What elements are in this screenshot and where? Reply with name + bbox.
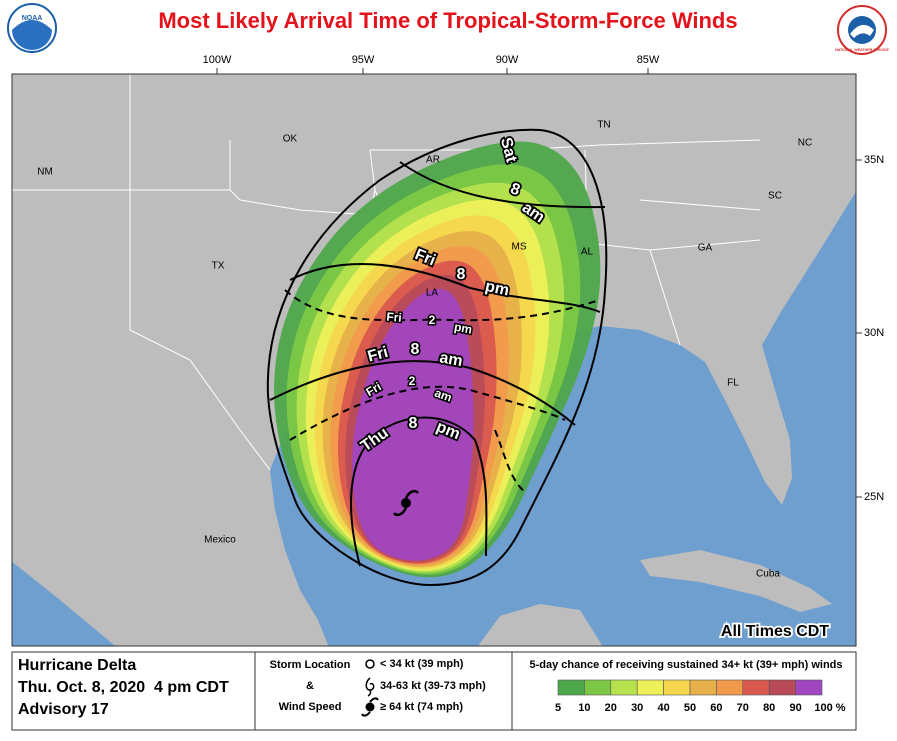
arrival-time-label: am [433, 386, 454, 405]
yucatan [477, 604, 603, 646]
title: Most Likely Arrival Time of Tropical-Sto… [158, 8, 737, 33]
map-area: NM OK AR TN NC SC GA AL MS LA TX FL Mexico Cuba Sat 8 am… [12, 74, 856, 646]
legend-swatch [689, 679, 717, 696]
legend-swatch [795, 679, 823, 696]
issue-time: Thu. Oct. 8, 2020 4 pm CDT [18, 679, 229, 696]
symbol-ts [365, 677, 375, 697]
place-label: GA [698, 243, 713, 254]
place-label: TX [212, 261, 225, 272]
legend-swatch [742, 679, 770, 696]
cuba [640, 550, 832, 612]
arrival-time-label: Fri [386, 310, 403, 325]
legend-label: 30 [631, 702, 643, 714]
pacific-water [12, 561, 116, 646]
time-zone-note: All Times CDT [721, 623, 829, 640]
latitude-label: 35N [864, 154, 884, 166]
noaa-logo: NOAA [7, 3, 57, 53]
latitude-label: 25N [864, 491, 884, 503]
legend-label: 100 % [814, 702, 845, 714]
key-title: Wind Speed [279, 701, 342, 713]
legend-label: 80 [763, 702, 775, 714]
latitude-label: 30N [864, 327, 884, 339]
map-frame [11, 73, 857, 647]
key-item: ≥ 64 kt (74 mph) [380, 701, 463, 713]
legend-label: 5 [555, 702, 561, 714]
legend-label: 70 [737, 702, 749, 714]
arrival-time-label: Sat [497, 136, 520, 165]
arrival-time-label: 8 [411, 341, 420, 358]
place-label: Mexico [204, 535, 236, 546]
symbol-weak [365, 659, 375, 669]
key-item: < 34 kt (39 mph) [380, 658, 464, 670]
nws-logo: NATIONAL WEATHER SERVICE [835, 5, 890, 55]
arrival-time-label: 8 [457, 266, 466, 283]
key-title: & [306, 680, 314, 692]
legend-swatch [768, 679, 796, 696]
place-label: LA [426, 288, 439, 299]
symbol-hurricane [361, 697, 379, 717]
place-label: TN [597, 120, 610, 131]
longitude-label: 85W [637, 54, 660, 66]
place-label: FL [727, 378, 739, 389]
legend-label: 50 [684, 702, 696, 714]
longitude-label: 100W [203, 54, 232, 66]
place-label: OK [283, 134, 298, 145]
legend-label: 90 [789, 702, 801, 714]
legend-swatch [557, 679, 585, 696]
arrival-time-label: 2 [429, 313, 436, 327]
place-label: SC [768, 191, 782, 202]
longitude-label: 95W [352, 54, 375, 66]
arrival-time-label: 8 [409, 415, 418, 432]
storm-symbol [392, 489, 420, 517]
legend-label: 10 [578, 702, 590, 714]
place-label: NC [798, 138, 812, 149]
probability-zone [352, 288, 474, 561]
place-label: AR [426, 155, 440, 166]
place-label: MS [512, 242, 527, 253]
legend-swatch [584, 679, 612, 696]
advisory: Advisory 17 [18, 701, 109, 718]
arrival-time-label: pm [453, 320, 473, 337]
arrival-time-label: 2 [409, 374, 416, 388]
isochrones [266, 128, 608, 587]
logo-text: NOAA [22, 15, 43, 22]
storm-name: Hurricane Delta [18, 657, 136, 674]
legend-label: 60 [710, 702, 722, 714]
legend-swatch [716, 679, 744, 696]
key-title: Storm Location [270, 659, 351, 671]
legend-label: 20 [605, 702, 617, 714]
legend-swatch [663, 679, 691, 696]
longitude-label: 90W [496, 54, 519, 66]
symbol-hurricane [365, 702, 375, 712]
place-label: AL [581, 247, 594, 258]
key-item: 34-63 kt (39-73 mph) [380, 680, 486, 692]
legend-swatch [610, 679, 638, 696]
legend-title: 5-day chance of receiving sustained 34+ … [530, 659, 843, 671]
legend-label: 40 [657, 702, 669, 714]
arrival-time-label: am [438, 349, 464, 370]
legend-swatch [636, 679, 664, 696]
place-label: NM [37, 167, 53, 178]
logo-text: NATIONAL WEATHER SERVICE [835, 48, 889, 52]
place-label: Cuba [756, 569, 780, 580]
